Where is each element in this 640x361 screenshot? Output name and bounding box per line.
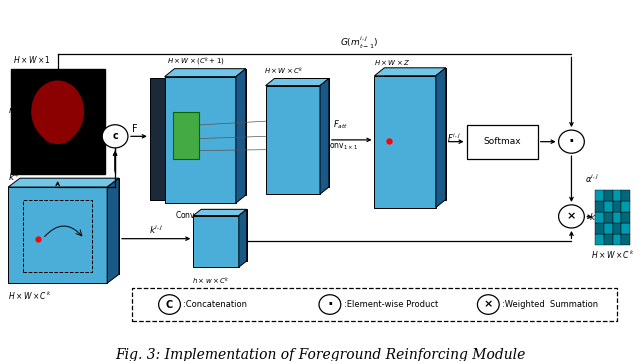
Circle shape	[159, 295, 180, 314]
Polygon shape	[236, 69, 246, 203]
Polygon shape	[374, 68, 445, 76]
FancyBboxPatch shape	[266, 86, 320, 194]
Text: $h\times w\times C^k$: $h\times w\times C^k$	[192, 276, 230, 287]
Text: ×: ×	[567, 212, 576, 221]
Text: $k^Q$: $k^Q$	[8, 170, 21, 183]
FancyBboxPatch shape	[385, 68, 445, 200]
FancyBboxPatch shape	[595, 234, 604, 245]
Text: $H\times W\times(C^k+1)$: $H\times W\times(C^k+1)$	[166, 56, 224, 68]
FancyBboxPatch shape	[612, 234, 621, 245]
Text: Conv$_{1\times 1}$: Conv$_{1\times 1}$	[324, 140, 358, 152]
Text: $k^{i,j}$: $k^{i,j}$	[149, 223, 164, 236]
Text: $k^Q$: $k^Q$	[589, 210, 602, 223]
Text: $F^{i,j}$: $F^{i,j}$	[447, 132, 461, 144]
Text: $\alpha^{i,j}$: $\alpha^{i,j}$	[586, 173, 600, 185]
Text: $H\times W\times C^k$: $H\times W\times C^k$	[264, 65, 303, 77]
FancyBboxPatch shape	[11, 69, 105, 174]
FancyBboxPatch shape	[275, 78, 329, 187]
FancyBboxPatch shape	[621, 201, 630, 212]
FancyBboxPatch shape	[467, 125, 538, 158]
Polygon shape	[164, 69, 246, 77]
FancyBboxPatch shape	[604, 234, 612, 245]
FancyBboxPatch shape	[612, 223, 621, 234]
FancyBboxPatch shape	[201, 209, 247, 261]
Polygon shape	[239, 209, 247, 267]
Text: F: F	[132, 124, 138, 134]
FancyBboxPatch shape	[612, 190, 621, 201]
Text: ·: ·	[569, 134, 574, 149]
FancyBboxPatch shape	[604, 212, 612, 223]
Polygon shape	[8, 178, 119, 187]
Ellipse shape	[43, 124, 72, 143]
FancyBboxPatch shape	[621, 190, 630, 201]
Circle shape	[102, 125, 128, 148]
FancyBboxPatch shape	[595, 190, 604, 201]
Text: :Weighted  Summation: :Weighted Summation	[502, 300, 598, 309]
FancyBboxPatch shape	[8, 187, 107, 283]
FancyBboxPatch shape	[164, 77, 236, 203]
Text: $G(m^{i,j}_{t-1})$: $G(m^{i,j}_{t-1})$	[340, 35, 379, 51]
FancyBboxPatch shape	[604, 190, 612, 201]
FancyBboxPatch shape	[132, 288, 617, 321]
FancyBboxPatch shape	[612, 212, 621, 223]
FancyBboxPatch shape	[20, 178, 119, 274]
Text: Conv$_{W\times h}$: Conv$_{W\times h}$	[175, 209, 211, 222]
Circle shape	[319, 295, 340, 314]
Ellipse shape	[32, 81, 83, 142]
Text: :Element-wise Product: :Element-wise Product	[344, 300, 438, 309]
Circle shape	[559, 205, 584, 228]
FancyBboxPatch shape	[612, 201, 621, 212]
Text: $H\times W\times Z$: $H\times W\times Z$	[374, 58, 410, 67]
Text: ×: ×	[484, 300, 493, 309]
FancyBboxPatch shape	[595, 223, 604, 234]
Text: $H\times W\times 1$: $H\times W\times 1$	[13, 54, 51, 65]
Text: $m_{t-1}$: $m_{t-1}$	[8, 106, 31, 117]
Text: ·: ·	[327, 297, 333, 312]
Text: C: C	[166, 300, 173, 309]
Text: :Concatenation: :Concatenation	[184, 300, 248, 309]
Polygon shape	[107, 178, 119, 283]
FancyBboxPatch shape	[150, 78, 164, 200]
Polygon shape	[193, 209, 247, 216]
FancyBboxPatch shape	[621, 223, 630, 234]
FancyBboxPatch shape	[175, 69, 246, 195]
FancyBboxPatch shape	[374, 76, 436, 208]
FancyBboxPatch shape	[621, 212, 630, 223]
Text: Fig. 3: Implementation of Foreground Reinforcing Module: Fig. 3: Implementation of Foreground Rei…	[115, 348, 525, 361]
Polygon shape	[320, 78, 329, 194]
FancyBboxPatch shape	[604, 223, 612, 234]
FancyBboxPatch shape	[595, 212, 604, 223]
Circle shape	[559, 130, 584, 153]
Polygon shape	[436, 68, 445, 208]
Text: $H\times W\times C^k$: $H\times W\times C^k$	[591, 248, 634, 261]
Text: c: c	[112, 131, 118, 141]
Text: $H\times W\times C^k$: $H\times W\times C^k$	[8, 290, 51, 302]
FancyBboxPatch shape	[193, 216, 239, 267]
Circle shape	[477, 295, 499, 314]
FancyBboxPatch shape	[173, 112, 199, 158]
Polygon shape	[266, 78, 329, 86]
Text: Softmax: Softmax	[483, 137, 521, 146]
Text: $F_{att}$: $F_{att}$	[333, 118, 348, 131]
FancyBboxPatch shape	[621, 234, 630, 245]
FancyBboxPatch shape	[595, 201, 604, 212]
FancyBboxPatch shape	[604, 201, 612, 212]
